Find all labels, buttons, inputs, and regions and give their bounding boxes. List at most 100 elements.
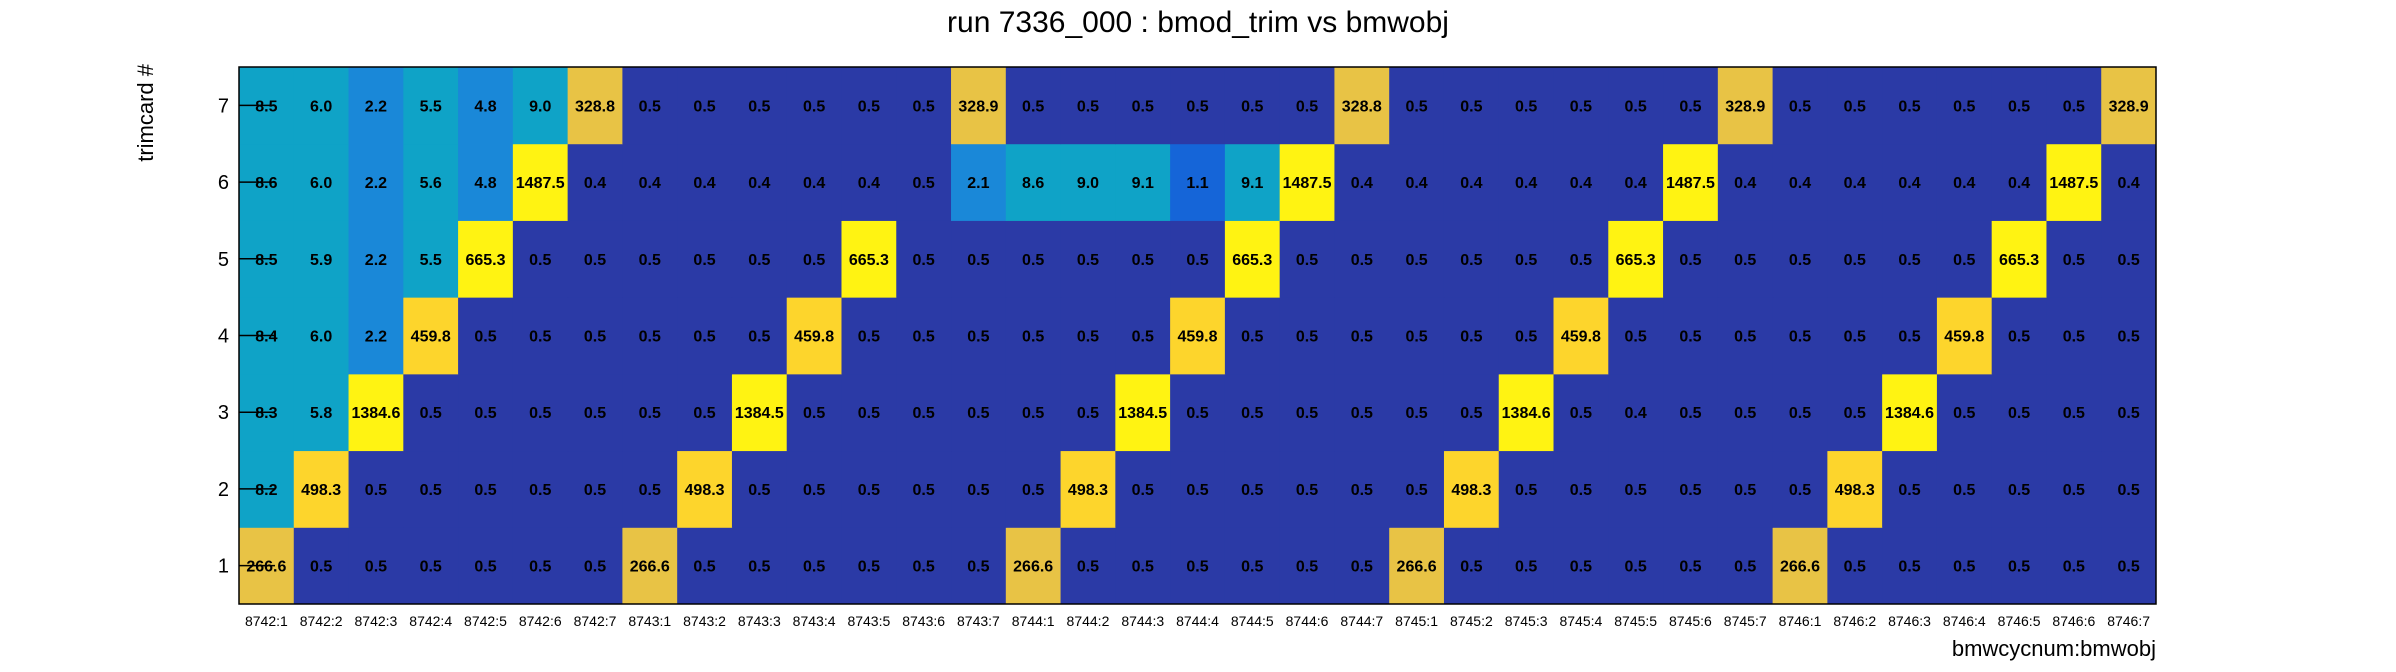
cell-value-label: 1384.6	[351, 405, 400, 422]
x-tick-label: 8742:1	[245, 613, 288, 629]
cell-value-label: 0.4	[748, 175, 770, 192]
heatmap-cell	[731, 297, 788, 375]
heatmap-cell	[1115, 373, 1171, 452]
heatmap-cell	[2101, 527, 2157, 605]
cell-value-label: 0.5	[2008, 98, 2030, 115]
heatmap-cell	[1936, 67, 1993, 145]
cell-value-label: 0.5	[858, 482, 880, 499]
cell-value-label: 665.3	[465, 252, 505, 269]
x-tick-label: 8743:6	[902, 613, 945, 629]
cell-value-label: 0.5	[1679, 329, 1701, 346]
heatmap-cell	[403, 67, 459, 145]
heatmap-cell	[2046, 297, 2102, 375]
x-tick-label: 8744:1	[1012, 613, 1055, 629]
heatmap-cell	[1882, 450, 1938, 528]
cell-value-label: 4.8	[474, 98, 496, 115]
cell-value-label: 1384.6	[1885, 405, 1934, 422]
heatmap-cell	[458, 143, 514, 221]
heatmap-cell	[786, 297, 842, 375]
heatmap-cell	[841, 527, 897, 605]
heatmap-cell	[1882, 527, 1938, 605]
heatmap-cell	[1991, 373, 2047, 452]
cell-value-label: 328.9	[1725, 98, 1765, 115]
cell-value-label: 0.5	[1022, 405, 1044, 422]
heatmap-cell	[1827, 527, 1883, 605]
cell-value-label: 266.6	[1013, 559, 1053, 576]
heatmap-cell	[1827, 220, 1883, 298]
heatmap-cell	[1005, 143, 1062, 221]
heatmap-cell	[951, 297, 1007, 375]
heatmap-cell	[1936, 220, 1993, 298]
heatmap-cell	[567, 143, 623, 221]
cell-value-label: 0.5	[1953, 405, 1975, 422]
heatmap-cell	[1389, 143, 1445, 221]
cell-value-label: 9.1	[1241, 175, 1263, 192]
heatmap-cell	[1224, 67, 1281, 145]
heatmap-cell	[841, 67, 897, 145]
cell-value-label: 0.5	[2063, 98, 2085, 115]
heatmap-cell	[622, 450, 678, 528]
heatmap-cell	[786, 143, 842, 221]
heatmap-cell	[1498, 450, 1555, 528]
cell-value-label: 328.8	[575, 98, 615, 115]
cell-value-label: 0.5	[639, 482, 661, 499]
cell-value-label: 2.2	[365, 329, 387, 346]
cell-value-label: 0.5	[967, 252, 989, 269]
cell-value-label: 0.5	[2117, 252, 2139, 269]
cell-value-label: 0.5	[693, 252, 715, 269]
heatmap-cell	[567, 297, 623, 375]
heatmap-cell	[1389, 220, 1445, 298]
x-tick-label: 8743:2	[683, 613, 726, 629]
cell-value-label: 0.5	[693, 405, 715, 422]
heatmap-cell	[677, 450, 733, 528]
heatmap-cell	[841, 450, 897, 528]
heatmap-cell	[1170, 220, 1226, 298]
cell-value-label: 8.2	[255, 482, 277, 499]
heatmap-cell	[1498, 527, 1555, 605]
x-tick-label: 8745:3	[1505, 613, 1548, 629]
cell-value-label: 0.4	[803, 175, 825, 192]
cell-value-label: 0.5	[1186, 559, 1208, 576]
heatmap-cell	[731, 220, 788, 298]
heatmap-cell	[731, 527, 788, 605]
heatmap-cell	[1772, 527, 1828, 605]
heatmap-cell	[1936, 297, 1993, 375]
x-tick-label: 8744:4	[1176, 613, 1219, 629]
cell-value-label: 0.5	[365, 482, 387, 499]
heatmap-cell	[403, 527, 459, 605]
cell-value-label: 0.5	[1953, 98, 1975, 115]
cell-value-label: 0.5	[803, 559, 825, 576]
heatmap-cell	[293, 373, 350, 452]
heatmap-cell	[1279, 220, 1335, 298]
cell-value-label: 0.5	[803, 405, 825, 422]
heatmap-cell	[1882, 297, 1938, 375]
heatmap-cell	[1005, 527, 1062, 605]
cell-value-label: 0.5	[1077, 559, 1099, 576]
plot-area: 1 2 3 4 5 6 7 8742:1 8742:2 8742:3 8742:4 8742:5 874…	[218, 66, 2157, 629]
cell-value-label: 0.4	[1515, 175, 1537, 192]
cell-value-label: 0.5	[1734, 559, 1756, 576]
y-tick-label: 5	[218, 249, 229, 271]
cell-value-label: 0.5	[1351, 405, 1373, 422]
heatmap-cell	[1060, 297, 1116, 375]
heatmap-cell	[293, 450, 350, 528]
cell-value-label: 266.6	[1397, 559, 1437, 576]
heatmap-cell	[1553, 450, 1609, 528]
cell-value-label: 0.5	[913, 482, 935, 499]
heatmap-cell	[567, 450, 623, 528]
cell-value-label: 498.3	[685, 482, 725, 499]
heatmap-cell	[1224, 527, 1281, 605]
heatmap-cell	[1991, 297, 2047, 375]
cell-value-label: 0.5	[1789, 482, 1811, 499]
cell-value-label: 0.5	[474, 329, 496, 346]
cell-value-label: 0.5	[1844, 98, 1866, 115]
cell-value-label: 0.5	[1460, 98, 1482, 115]
heatmap-cell	[458, 527, 514, 605]
cell-value-label: 0.5	[1898, 482, 1920, 499]
cell-value-label: 0.5	[913, 559, 935, 576]
cell-value-label: 0.4	[2117, 175, 2139, 192]
heatmap-cell	[403, 220, 459, 298]
x-tick-label: 8742:5	[464, 613, 507, 629]
cell-value-label: 0.5	[1515, 559, 1537, 576]
cell-value-label: 5.5	[420, 98, 442, 115]
